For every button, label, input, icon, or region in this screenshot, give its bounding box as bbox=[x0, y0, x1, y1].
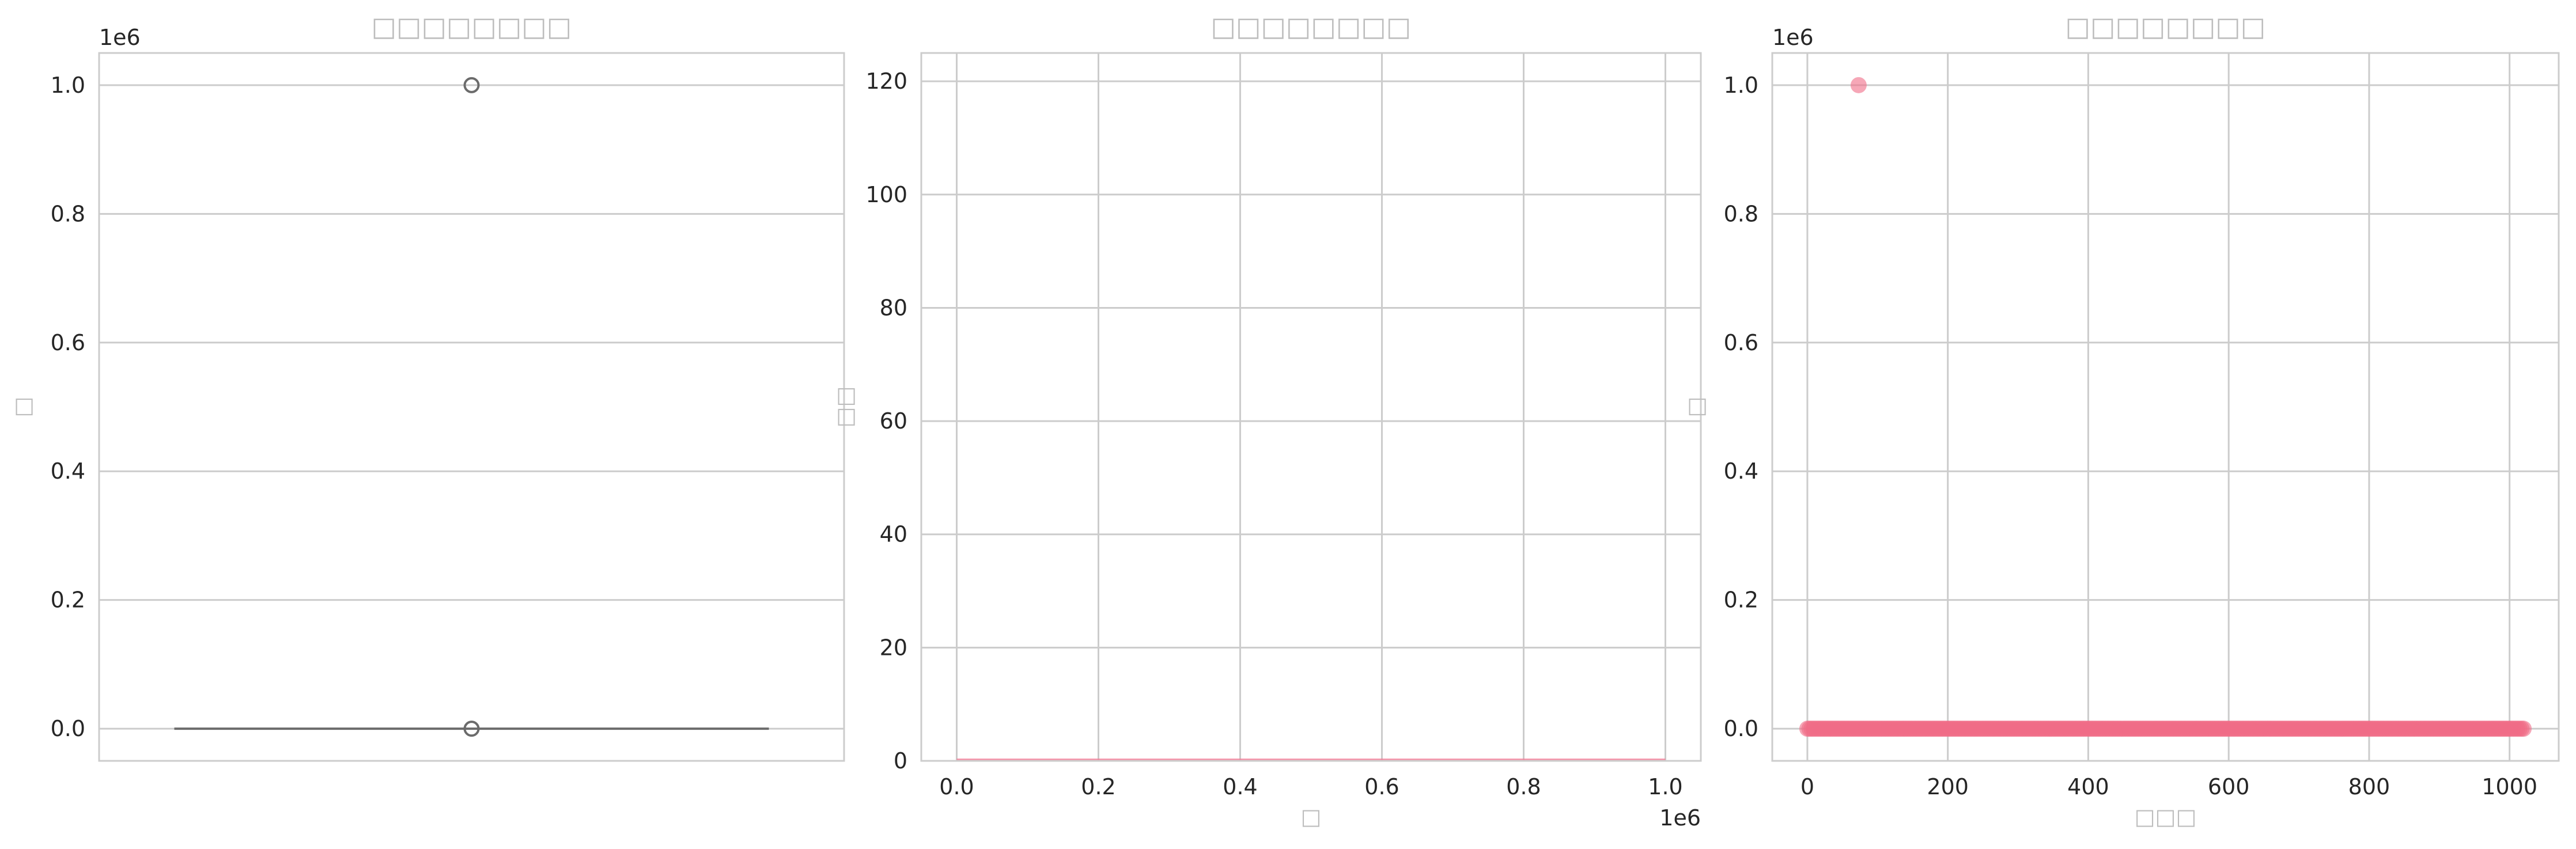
y-tick-label: 0.6 bbox=[51, 330, 85, 355]
plot-frame bbox=[1771, 52, 2560, 762]
y-tick-labels: 0 20 40 60 80 100 120 bbox=[865, 69, 907, 774]
grid-lines bbox=[99, 84, 844, 730]
chart-title: □□□□□□□□ bbox=[1211, 11, 1412, 42]
x-axis-label: □ bbox=[1301, 804, 1322, 829]
grid-lines bbox=[1772, 53, 2559, 761]
y-offset-text: 1e6 bbox=[99, 25, 141, 50]
y-tick-label: 80 bbox=[880, 295, 907, 320]
box-plot-panel: 0.0 0.2 0.4 0.6 0.8 1.0 □□□□□□□□ □ 1e6 bbox=[10, 11, 845, 762]
y-tick-label: 1.0 bbox=[1724, 73, 1758, 98]
x-tick-label: 400 bbox=[2067, 774, 2109, 799]
y-tick-label: 0.0 bbox=[51, 716, 85, 741]
y-tick-label: 0.8 bbox=[1724, 201, 1758, 226]
scatter-panel: 0.00.20.40.60.81.0 0 200 400 600 800 1000 □□□… bbox=[1683, 11, 2560, 829]
y-tick-label: 0.4 bbox=[1724, 458, 1758, 484]
box-outlier-point bbox=[463, 77, 480, 93]
x-tick-label: 0.6 bbox=[1364, 774, 1399, 799]
y-tick-label: 20 bbox=[880, 635, 907, 660]
y-tick-label: 0.6 bbox=[1724, 330, 1758, 355]
x-tick-label: 200 bbox=[1927, 774, 1969, 799]
y-tick-label: 60 bbox=[880, 408, 907, 434]
grid-lines bbox=[921, 53, 1701, 762]
y-axis-label: □ bbox=[1683, 397, 1708, 418]
y-tick-label: 100 bbox=[865, 182, 907, 207]
scatter-point bbox=[2516, 721, 2532, 737]
y-tick-label: 1.0 bbox=[51, 73, 85, 98]
x-axis-label: □□□ bbox=[2135, 804, 2197, 829]
plot-frame bbox=[98, 52, 845, 762]
chart-title: □□□□□□□□ bbox=[372, 11, 572, 42]
y-axis-label: □ bbox=[10, 397, 35, 418]
y-tick-label: 120 bbox=[865, 69, 907, 94]
x-tick-label: 0 bbox=[1800, 774, 1814, 799]
x-tick-labels: 0.0 0.2 0.4 0.6 0.8 1.0 bbox=[939, 774, 1682, 799]
y-tick-label: 0.2 bbox=[1724, 588, 1758, 613]
box-outlier-point bbox=[463, 721, 480, 737]
y-tick-label: 0.8 bbox=[51, 201, 85, 226]
x-tick-label: 0.0 bbox=[939, 774, 974, 799]
y-tick-label: 0.0 bbox=[1724, 716, 1758, 741]
chart-title: □□□□□□□□ bbox=[2066, 11, 2266, 42]
y-tick-labels: 0.0 0.2 0.4 0.6 0.8 1.0 bbox=[51, 73, 85, 741]
x-tick-label: 0.4 bbox=[1223, 774, 1257, 799]
histogram-bar bbox=[956, 759, 1666, 761]
x-offset-text: 1e6 bbox=[1659, 805, 1701, 831]
y-offset-text: 1e6 bbox=[1772, 25, 1814, 50]
histogram-bars bbox=[956, 759, 1666, 761]
x-tick-label: 0.8 bbox=[1506, 774, 1541, 799]
plot-frame bbox=[920, 52, 1702, 762]
y-tick-label: 40 bbox=[880, 522, 907, 547]
x-tick-label: 0.2 bbox=[1081, 774, 1115, 799]
x-tick-label: 1000 bbox=[2482, 774, 2537, 799]
y-tick-label: 0.4 bbox=[51, 458, 85, 484]
y-tick-label: 0 bbox=[894, 748, 907, 774]
x-tick-label: 1.0 bbox=[1648, 774, 1682, 799]
scatter-outlier-point bbox=[1850, 77, 1867, 93]
y-tick-labels: 0.0 0.2 0.4 0.6 0.8 1.0 bbox=[1724, 73, 1758, 741]
box-plot-marks bbox=[174, 77, 769, 737]
x-tick-label: 800 bbox=[2348, 774, 2390, 799]
y-axis-label: □□ bbox=[832, 386, 857, 428]
scatter-points bbox=[1799, 77, 2532, 737]
x-tick-labels: 0 200 400 600 800 1000 bbox=[1800, 774, 2537, 799]
x-tick-label: 600 bbox=[2208, 774, 2250, 799]
y-tick-label: 0.2 bbox=[51, 588, 85, 613]
